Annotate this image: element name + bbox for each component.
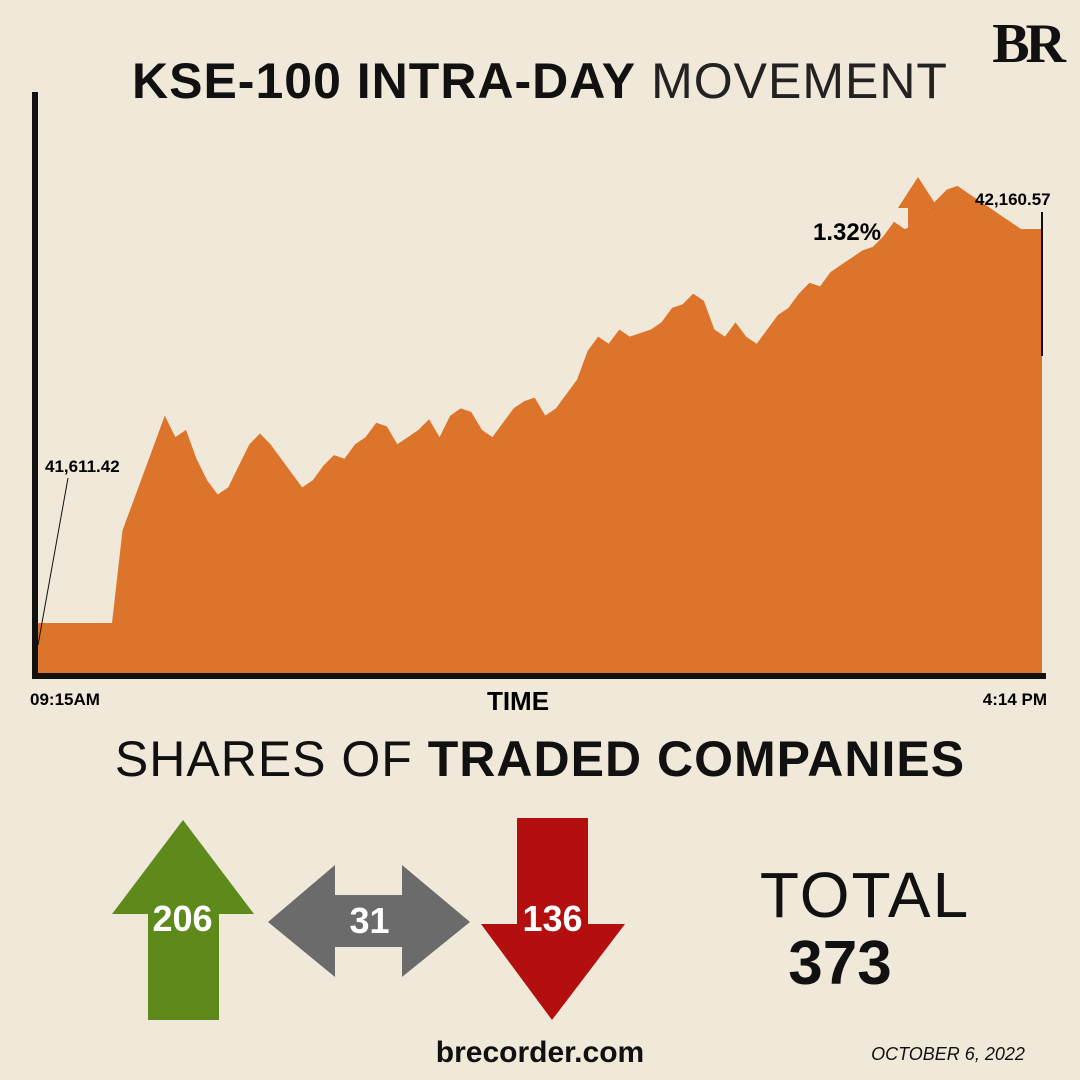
close-value-label: 42,160.57	[975, 190, 1051, 209]
chart-title-light: MOVEMENT	[651, 53, 948, 109]
date-label: OCTOBER 6, 2022	[871, 1044, 1025, 1064]
decliners-count: 136	[522, 898, 583, 939]
intraday-area	[38, 185, 1042, 674]
x-end-label: 4:14 PM	[983, 690, 1047, 709]
change-label: 1.32%	[813, 219, 881, 246]
x-start-label: 09:15AM	[30, 690, 100, 709]
br-logo: BR	[992, 13, 1066, 75]
shares-arrows	[112, 818, 625, 1020]
intraday-chart: 41,611.42 42,160.57 1.32% 09:15AM TIME 4…	[30, 92, 1051, 716]
unchanged-count: 31	[349, 900, 390, 941]
up-arrow-icon	[898, 177, 938, 245]
decliners-arrow-icon	[481, 818, 625, 1020]
shares-title: SHARES OF TRADED COMPANIES	[0, 730, 1080, 788]
total-label: TOTAL	[759, 859, 971, 931]
unchanged-arrow-icon	[268, 865, 470, 977]
advancers-arrow-icon	[112, 820, 254, 1020]
shares-title-bold: TRADED COMPANIES	[427, 731, 966, 787]
advancers-count: 206	[152, 898, 213, 939]
open-value-label: 41,611.42	[45, 457, 120, 476]
chart-title: KSE-100 INTRA-DAY MOVEMENT	[0, 52, 1080, 110]
total-value: 373	[788, 929, 892, 998]
open-leader-line	[37, 477, 69, 646]
shares-title-light: SHARES OF	[114, 731, 413, 787]
site-url[interactable]: brecorder.com	[435, 1036, 645, 1069]
chart-title-bold: KSE-100 INTRA-DAY	[132, 53, 637, 109]
x-axis-label: TIME	[487, 686, 549, 716]
